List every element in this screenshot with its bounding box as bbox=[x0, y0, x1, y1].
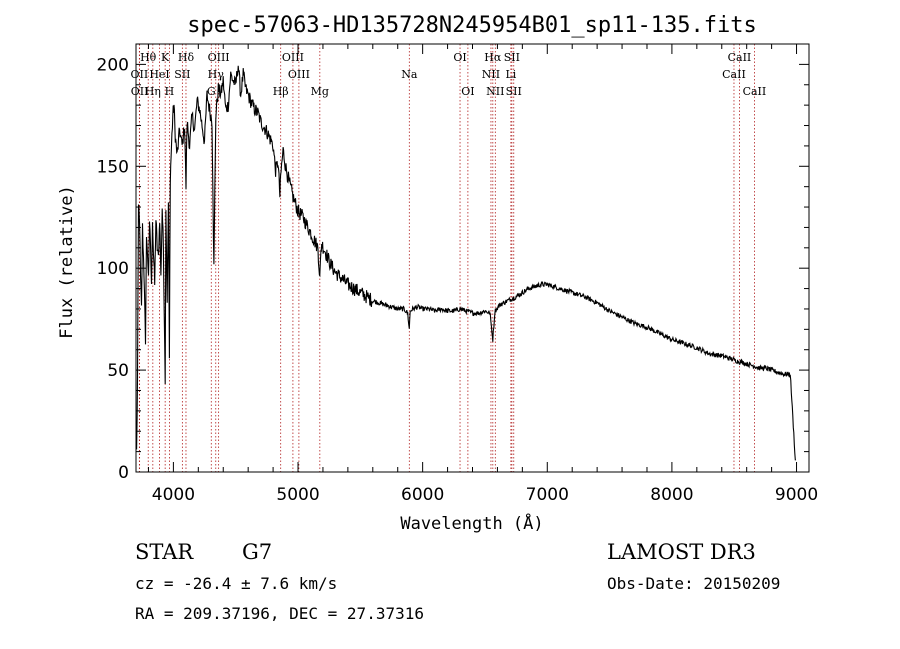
spectral-line-label: Hη bbox=[145, 85, 161, 98]
spectral-line-label: HeI bbox=[149, 68, 169, 81]
spectral-line-label: G bbox=[207, 85, 216, 98]
x-tick-label: 6000 bbox=[401, 485, 444, 505]
y-tick-label: 50 bbox=[107, 361, 129, 381]
redshift-label: cz = -26.4 ± 7.6 km/s bbox=[135, 574, 337, 593]
x-axis-label: Wavelength (Å) bbox=[400, 512, 543, 534]
spectral-line-label: OIII bbox=[282, 51, 304, 64]
spectral-line-label: H bbox=[165, 85, 175, 98]
spectral-line-label: Hβ bbox=[273, 85, 289, 98]
x-tick-label: 9000 bbox=[775, 485, 818, 505]
x-tick-label: 7000 bbox=[526, 485, 569, 505]
spectral-line-label: NII bbox=[482, 68, 500, 81]
spectral-line-label: K bbox=[161, 51, 170, 64]
spectral-line-label: OII bbox=[131, 85, 149, 98]
spectrum-series-line bbox=[136, 65, 796, 461]
x-tick-label: 5000 bbox=[276, 485, 319, 505]
spectral-line-label: SII bbox=[174, 68, 190, 81]
y-tick-label: 200 bbox=[97, 55, 129, 75]
object-class-label: STAR bbox=[135, 540, 194, 564]
x-tick-label: 4000 bbox=[152, 485, 195, 505]
spectral-line-label: CaII bbox=[722, 68, 746, 81]
x-tick-label: 8000 bbox=[650, 485, 693, 505]
y-axis-label: Flux (relative) bbox=[57, 185, 77, 339]
spectral-line-label: Li bbox=[505, 68, 516, 81]
spectral-line-label: OI bbox=[453, 51, 466, 64]
spectral-line-label: Hγ bbox=[208, 68, 225, 81]
survey-label: LAMOST DR3 bbox=[607, 540, 756, 564]
spectral-line-label: OII bbox=[131, 68, 149, 81]
y-tick-label: 0 bbox=[118, 463, 129, 483]
coordinates-label: RA = 209.37196, DEC = 27.37316 bbox=[135, 604, 424, 623]
plot-frame bbox=[135, 43, 810, 473]
spectral-line-label: OIII bbox=[208, 51, 230, 64]
subclass-label: G7 bbox=[242, 540, 272, 564]
spectral-line-label: Mg bbox=[311, 85, 329, 98]
y-tick-label: 100 bbox=[97, 259, 129, 279]
spectral-line-label: CaII bbox=[743, 85, 767, 98]
spectral-line-label: OI bbox=[461, 85, 474, 98]
spectral-line-label: SII bbox=[504, 51, 520, 64]
spectral-line-markers bbox=[138, 44, 755, 472]
chart-title: spec-57063-HD135728N245954B01_sp11-135.f… bbox=[187, 13, 757, 38]
y-tick-label: 150 bbox=[97, 157, 129, 177]
spectral-line-label: Hδ bbox=[178, 51, 195, 64]
obs-date-label: Obs-Date: 20150209 bbox=[607, 574, 780, 593]
spectral-line-label: CaII bbox=[728, 51, 752, 64]
spectral-line-label: Hα bbox=[484, 51, 502, 64]
spectral-line-label: SII bbox=[506, 85, 522, 98]
spectral-line-label: NII bbox=[486, 85, 504, 98]
x-axis-ticks: 4000 5000 6000 7000 8000 9000 bbox=[147, 44, 818, 505]
spectral-line-label: Hθ bbox=[140, 51, 157, 64]
y-axis-ticks: 0 50 100 150 200 bbox=[97, 55, 809, 483]
spectral-line-label: Na bbox=[401, 68, 418, 81]
spectral-line-label: OIII bbox=[288, 68, 310, 81]
